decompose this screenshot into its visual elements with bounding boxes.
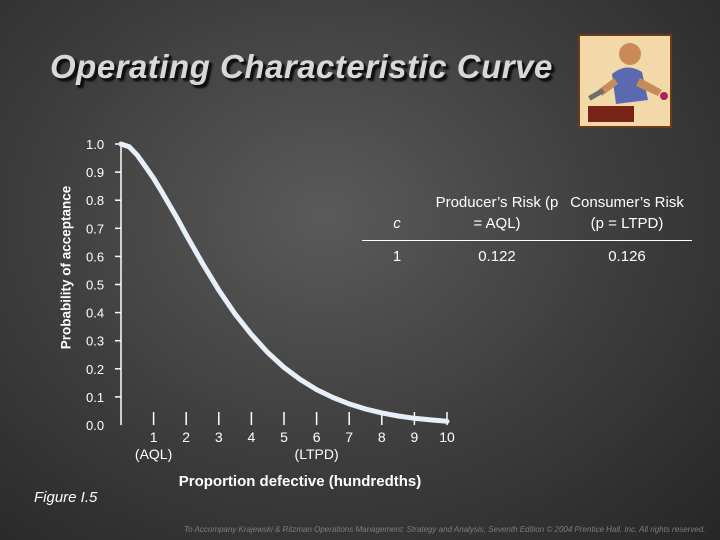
y-tick-label: 0.0 — [86, 418, 104, 433]
y-tick-label: 0.7 — [86, 221, 104, 236]
y-tick-label: 0.5 — [86, 278, 104, 293]
x-tick-label: 6 — [313, 429, 321, 445]
table-cell-consumer-risk: 0.126 — [608, 248, 646, 265]
x-tick-sublabel: (LTPD) — [295, 446, 339, 462]
x-tick-label: 9 — [411, 429, 419, 445]
y-tick-label: 1.0 — [86, 137, 104, 152]
worker-wrench-icon — [578, 34, 672, 128]
y-axis-ticks: 0.0 0.1 0.2 0.3 0.4 0.5 0.6 0.7 0.8 0.9 1.0 — [86, 137, 121, 433]
y-tick-label: 0.2 — [86, 362, 104, 377]
y-tick-label: 0.9 — [86, 165, 104, 180]
x-tick-label: 10 — [439, 429, 455, 445]
x-tick-label: 3 — [215, 429, 223, 445]
x-tick-sublabel: (AQL) — [135, 446, 172, 462]
x-axis-label: Proportion defective (hundredths) — [179, 473, 422, 490]
x-tick-label: 1 — [150, 429, 158, 445]
y-tick-label: 0.1 — [86, 390, 104, 405]
risk-table-header-row: c Producer’s Risk (p = AQL) Consumer’s R… — [362, 184, 692, 241]
figure-label: Figure I.5 — [34, 489, 98, 506]
x-tick-label: 4 — [248, 429, 256, 445]
oc-curve-line — [118, 141, 450, 424]
x-axis-ticks: 1 2 3 4 5 6 7 8 9 10 (AQL) (LTPD) — [135, 412, 455, 462]
y-tick-label: 0.6 — [86, 249, 104, 264]
table-row: 1 0.122 0.126 — [362, 241, 692, 274]
x-tick-label: 8 — [378, 429, 386, 445]
y-tick-label: 0.8 — [86, 193, 104, 208]
x-tick-label: 2 — [182, 429, 190, 445]
y-tick-label: 0.4 — [86, 306, 104, 321]
x-tick-label: 5 — [280, 429, 288, 445]
table-cell-producer-risk: 0.122 — [478, 248, 516, 265]
y-tick-label: 0.3 — [86, 334, 104, 349]
risk-table-header-producer-risk: Producer’s Risk (p = AQL) — [435, 194, 559, 232]
page-title: Operating Characteristic Curve — [50, 48, 553, 85]
risk-table-header-consumer-risk: Consumer’s Risk (p = LTPD) — [570, 194, 684, 232]
risk-table: c Producer’s Risk (p = AQL) Consumer’s R… — [362, 184, 692, 273]
risk-table-header-c: c — [393, 215, 401, 232]
footer-copyright: To Accompany Krajewski & Ritzman Operati… — [184, 525, 706, 534]
x-tick-label: 7 — [345, 429, 353, 445]
table-cell-c: 1 — [392, 248, 402, 265]
